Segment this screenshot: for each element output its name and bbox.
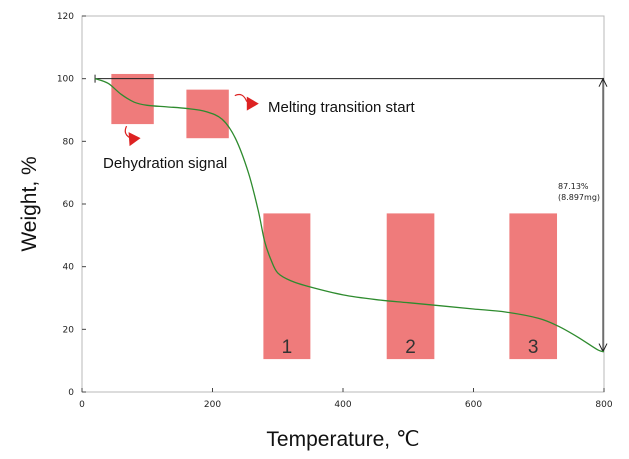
highlight-region-1 (111, 73, 154, 125)
highlight-region-2 (186, 89, 229, 139)
melting-annotation: Melting transition start (268, 99, 416, 116)
y-tick-label: 120 (57, 12, 74, 22)
x-tick-label: 200 (204, 400, 221, 410)
x-axis-title: Temperature, ℃ (266, 428, 419, 451)
y-axis-title: Weight, % (18, 156, 41, 251)
x-tick-label: 600 (465, 400, 482, 410)
y-axis-ticks: 0 20 40 60 80 100 120 (57, 12, 86, 398)
highlight-region-5 (509, 213, 558, 360)
x-axis-ticks: 0 200 400 600 800 (79, 388, 613, 410)
y-tick-label: 40 (63, 263, 75, 273)
y-tick-label: 20 (63, 325, 75, 335)
weight-loss-arrow-top (598, 77, 608, 87)
region-label: 1 (282, 337, 293, 358)
y-tick-label: 60 (63, 200, 75, 210)
tga-curve (94, 78, 605, 353)
region-label: 2 (405, 337, 416, 358)
dehydration-annotation: Dehydration signal (103, 155, 227, 172)
weight-loss-percent: 87.13% (558, 182, 589, 191)
x-tick-label: 400 (334, 400, 351, 410)
x-tick-label: 800 (595, 400, 612, 410)
dehydration-arrow-head (128, 132, 141, 147)
melting-arrow-head (246, 96, 259, 111)
highlight-region-4 (386, 213, 435, 360)
highlight-region-3 (263, 213, 311, 360)
y-tick-label: 100 (57, 75, 74, 85)
melting-arrow (234, 93, 248, 102)
weight-loss-mass: (8.897mg) (558, 193, 600, 202)
y-tick-label: 80 (63, 137, 75, 147)
highlight-regions: 1 2 3 (111, 73, 558, 360)
x-tick-label: 0 (79, 400, 85, 410)
region-label: 3 (528, 337, 539, 358)
y-tick-label: 0 (68, 388, 74, 398)
